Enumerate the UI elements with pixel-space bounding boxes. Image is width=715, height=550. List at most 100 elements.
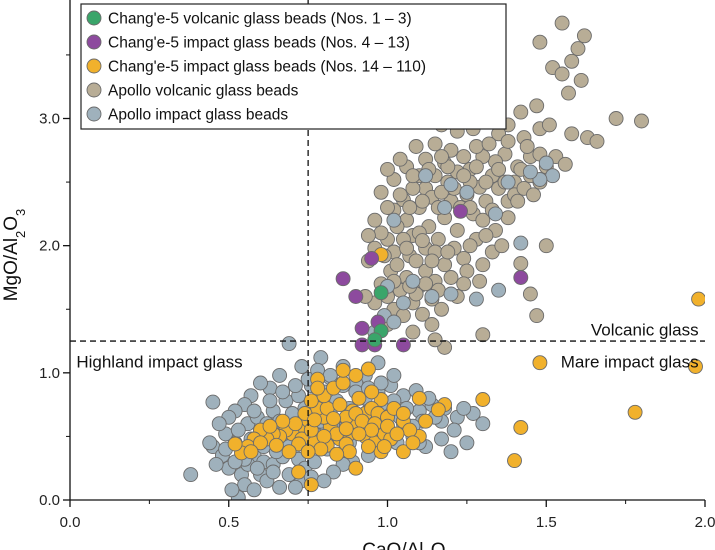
data-point [338,421,354,437]
data-point [446,422,462,438]
legend-marker [86,10,102,26]
data-point [475,416,491,432]
data-point [227,436,243,452]
data-point [507,453,522,469]
data-point [589,133,605,149]
data-point [272,479,288,495]
data-point [335,375,351,391]
data-point [478,174,494,190]
data-point [564,126,580,142]
data-point [354,320,370,336]
data-point [386,367,402,383]
data-point [478,228,494,243]
data-point [253,375,268,391]
data-point [434,149,449,165]
data-point [332,397,348,413]
data-point [408,253,424,269]
data-point [262,393,278,409]
data-point [459,435,475,451]
data-point [249,460,265,476]
data-point [364,384,380,400]
data-points-layer [183,15,705,500]
data-point [414,233,430,249]
data-point [443,286,459,302]
data-point [360,439,376,455]
data-point [434,301,449,317]
data-point [462,238,478,254]
data-point [402,422,418,438]
data-point [287,479,303,495]
legend-marker [86,106,102,122]
data-point [443,444,459,460]
data-point [513,420,529,435]
data-point [275,384,291,400]
data-point [395,406,411,421]
data-point [468,291,484,307]
legend-marker [86,58,102,74]
data-point [316,473,332,489]
data-point [373,375,389,391]
data-point [459,263,475,279]
data-point [287,416,303,432]
data-point [392,187,408,203]
data-point [427,136,443,152]
data-point [475,327,491,343]
annotation-label: Mare impact glass [561,352,699,371]
data-point [538,155,554,171]
data-point [424,253,440,269]
data-point [303,393,319,409]
data-point [538,238,554,254]
data-point [491,161,507,177]
data-point [275,413,291,429]
data-point [468,139,484,154]
data-point [287,378,303,394]
data-point [364,250,380,266]
data-point [554,66,570,82]
data-point [335,362,351,378]
data-point [265,464,281,480]
data-point [360,361,376,377]
data-point [430,402,446,418]
x-tick-label: 0.5 [218,514,239,531]
data-point [519,139,535,154]
data-point [367,332,383,348]
data-point [281,444,297,460]
data-point [386,314,402,330]
data-point [608,111,624,126]
data-point [634,113,649,129]
data-point [513,235,529,251]
legend-entry-label: Apollo volcanic glass beads [108,83,299,100]
data-point [405,168,421,184]
data-point [348,367,364,383]
data-point [354,337,370,353]
data-point [532,34,548,50]
data-point [456,149,472,165]
data-point [389,257,405,273]
data-point [281,336,297,352]
data-point [475,392,491,407]
data-point [316,428,332,444]
data-point [183,467,199,483]
data-point [408,139,424,154]
data-point [399,240,415,256]
data-point [291,464,307,480]
y-tick-label: 2.0 [39,238,60,255]
data-point [268,437,284,453]
data-point [405,273,421,289]
data-point [351,426,367,442]
data-point [418,168,434,184]
data-point [456,276,472,292]
data-point [335,271,351,287]
data-point [348,460,364,476]
data-point [627,404,643,420]
data-point [561,85,576,101]
x-tick-label: 2.0 [695,514,715,531]
data-point [313,350,329,366]
data-point [500,133,516,149]
data-point [500,174,516,190]
data-point [576,28,592,44]
data-point [488,206,503,222]
data-point [310,380,326,396]
data-point [456,400,472,416]
